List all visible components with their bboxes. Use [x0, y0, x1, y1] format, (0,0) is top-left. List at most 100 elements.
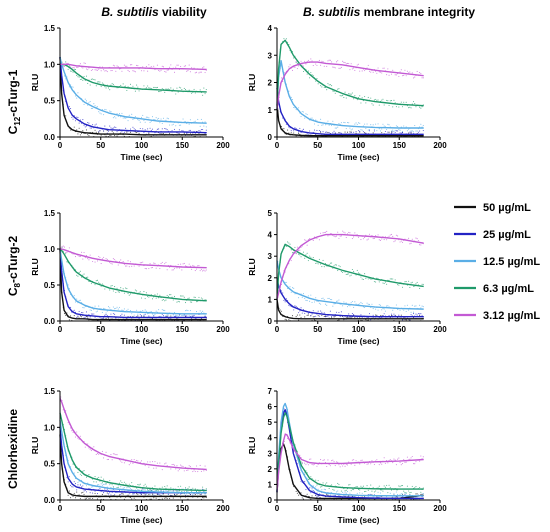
data-point [98, 81, 100, 83]
data-point [401, 484, 404, 487]
data-point [302, 128, 305, 130]
data-point [103, 307, 105, 309]
data-point [164, 127, 166, 130]
data-point [361, 459, 363, 461]
data-point [398, 457, 400, 459]
x-tick-label: 0 [275, 504, 280, 513]
data-point [202, 94, 204, 96]
data-point [324, 489, 327, 491]
data-point [365, 490, 367, 493]
data-point [107, 130, 110, 132]
data-point [295, 60, 297, 63]
data-point [373, 128, 375, 131]
data-point [154, 461, 156, 463]
data-point [412, 77, 415, 79]
data-point [354, 232, 356, 234]
data-point [359, 303, 361, 305]
data-point [93, 446, 95, 448]
data-point [397, 284, 399, 286]
data-point [166, 69, 168, 71]
data-point [109, 89, 111, 91]
data-point [317, 488, 319, 490]
series-points [60, 396, 207, 473]
data-point [77, 471, 79, 473]
data-point [123, 308, 125, 310]
data-point [73, 492, 75, 494]
data-point [105, 482, 107, 485]
data-point [335, 264, 338, 266]
data-point [415, 237, 417, 239]
data-point [128, 486, 130, 489]
data-point [111, 83, 113, 85]
data-point [394, 74, 396, 76]
data-point [335, 491, 338, 493]
data-point [173, 128, 176, 130]
data-point [127, 69, 129, 71]
data-point [85, 125, 88, 127]
data-point [295, 109, 297, 111]
data-point [318, 302, 320, 304]
data-point [114, 126, 116, 128]
data-point [315, 486, 317, 488]
data-point [311, 489, 313, 491]
data-point [77, 76, 79, 78]
data-point [94, 129, 96, 131]
data-point [420, 493, 422, 495]
data-point [306, 252, 308, 254]
data-point [199, 310, 201, 312]
data-point [112, 83, 114, 85]
data-point [326, 494, 328, 496]
data-point [306, 60, 308, 62]
data-point [316, 496, 318, 498]
data-point [393, 458, 395, 460]
y-tick-label: 0.0 [44, 317, 56, 326]
data-point [322, 259, 324, 261]
data-point [320, 232, 322, 234]
series-points [60, 424, 207, 497]
data-point [133, 497, 135, 499]
data-point [109, 484, 111, 486]
data-point [112, 64, 114, 66]
data-point [381, 99, 383, 101]
data-point [117, 264, 119, 266]
data-point [295, 252, 297, 254]
data-point [194, 72, 196, 74]
data-point [333, 66, 335, 68]
x-tick-label: 100 [135, 325, 149, 334]
data-point [195, 465, 198, 467]
data-point [392, 69, 394, 71]
data-point [81, 132, 83, 134]
data-point [82, 79, 84, 81]
data-point [176, 301, 178, 303]
data-point [410, 314, 412, 316]
data-point [131, 113, 133, 115]
data-point [392, 131, 394, 133]
data-point [357, 63, 360, 65]
data-point [381, 238, 383, 240]
data-point [127, 260, 129, 262]
data-point [181, 130, 183, 132]
data-point [94, 305, 96, 307]
data-point [66, 251, 68, 253]
data-point [203, 87, 205, 89]
data-point [138, 317, 140, 320]
data-point [400, 132, 402, 134]
data-point [387, 100, 389, 102]
data-point [134, 129, 136, 131]
data-point [315, 80, 317, 82]
data-point [368, 493, 371, 495]
data-point [87, 121, 89, 124]
data-point [288, 304, 290, 306]
data-point [343, 301, 345, 303]
data-point [359, 489, 361, 491]
data-point [121, 313, 123, 315]
data-point [85, 75, 88, 77]
data-point [305, 239, 307, 241]
data-point [79, 78, 81, 81]
data-point [345, 492, 347, 494]
data-point [110, 84, 112, 86]
data-point [90, 450, 92, 452]
data-point [309, 458, 311, 460]
data-point [68, 86, 70, 88]
data-point [205, 469, 207, 472]
